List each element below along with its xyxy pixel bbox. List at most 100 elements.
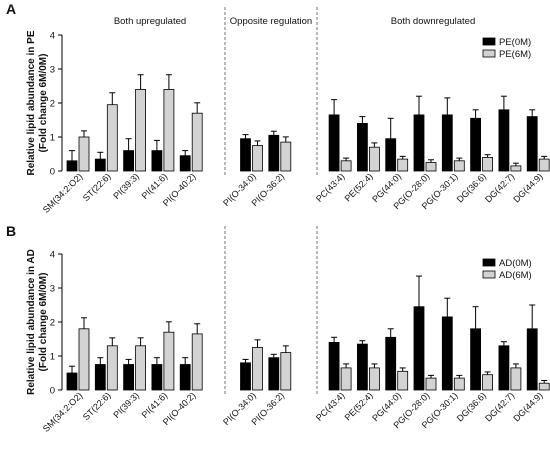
y-tick-label: 1 xyxy=(50,133,55,144)
bar xyxy=(151,364,163,391)
bar xyxy=(240,138,251,172)
legend-swatch xyxy=(482,258,496,267)
x-tick-label: DG(44:9) xyxy=(511,390,544,423)
group-label: Opposite regulation xyxy=(230,16,312,27)
bar xyxy=(510,367,522,391)
bar xyxy=(470,328,482,391)
bar xyxy=(328,114,340,172)
y-tick-label: 1 xyxy=(50,352,55,363)
bar xyxy=(470,117,482,172)
bar xyxy=(538,382,550,391)
x-tick-label: ST(22:6) xyxy=(81,171,113,203)
bar xyxy=(135,345,147,391)
x-tick-label: DG(36:6) xyxy=(455,390,488,423)
x-tick-label: PI(39:3) xyxy=(111,171,141,201)
bar xyxy=(453,377,465,391)
bar xyxy=(151,150,163,172)
bar xyxy=(441,114,453,172)
legend-label: PE(6M) xyxy=(499,49,531,60)
x-tick-label: SM(34:2:O2) xyxy=(41,390,85,434)
legend-label: AD(0M) xyxy=(499,258,532,269)
group-label: Both upregulated xyxy=(114,16,186,27)
bar xyxy=(356,343,368,391)
bar xyxy=(328,341,340,391)
bar xyxy=(66,160,78,172)
panel-letter: B xyxy=(6,223,16,239)
group-label: Both downregulated xyxy=(391,16,476,27)
bar xyxy=(66,372,78,391)
bar xyxy=(482,374,494,391)
x-tick-label: PC(43:4) xyxy=(314,171,347,204)
bar xyxy=(268,357,280,391)
x-tick-label: ST(22:6) xyxy=(81,390,113,422)
legend-swatch xyxy=(482,37,496,46)
bar xyxy=(526,116,538,172)
bar xyxy=(498,109,510,172)
legend-label: AD(6M) xyxy=(499,270,532,281)
bar xyxy=(397,158,409,172)
bar xyxy=(498,345,510,391)
bar xyxy=(340,367,352,391)
legend-swatch xyxy=(482,49,496,58)
y-tick-label: 2 xyxy=(50,318,55,329)
bar xyxy=(368,146,380,172)
y-tick-label: 0 xyxy=(50,167,55,178)
bar xyxy=(413,114,425,172)
bar xyxy=(191,333,203,391)
x-tick-label: DG(42:7) xyxy=(483,171,516,204)
bar xyxy=(252,145,263,172)
y-tick-label: 4 xyxy=(50,250,55,261)
bar xyxy=(356,123,368,172)
bar xyxy=(510,165,522,172)
bar xyxy=(268,134,280,172)
bar xyxy=(163,89,175,172)
bar xyxy=(163,331,175,391)
bar xyxy=(453,160,465,172)
bar xyxy=(179,155,191,172)
bar xyxy=(94,158,106,172)
bar xyxy=(397,370,409,391)
x-tick-label: PC(43:4) xyxy=(314,390,347,423)
y-tick-label: 3 xyxy=(50,284,55,295)
bar xyxy=(425,377,437,391)
bar xyxy=(413,306,425,391)
bar xyxy=(482,156,494,172)
y-axis-title: Relative lipid abundance in PE xyxy=(26,30,37,175)
bar xyxy=(425,162,437,172)
y-axis-title: Relative lipid abundance in AD xyxy=(26,249,37,395)
x-tick-label: SM(34:2:O2) xyxy=(41,171,85,215)
x-tick-label: DG(42:7) xyxy=(483,390,516,423)
y-tick-label: 4 xyxy=(50,31,55,42)
bar xyxy=(123,364,134,391)
bar xyxy=(94,364,106,391)
bar xyxy=(368,367,380,391)
bar xyxy=(240,362,251,391)
bar xyxy=(179,364,191,391)
panel-letter: A xyxy=(6,1,16,17)
legend-swatch xyxy=(482,270,496,279)
bar xyxy=(252,347,263,391)
bar xyxy=(123,150,134,172)
bar xyxy=(106,104,118,172)
x-tick-label: DG(44:9) xyxy=(511,171,544,204)
y-axis-title: (Fold change 6M/0M) xyxy=(38,273,49,372)
x-tick-label: DG(36:6) xyxy=(455,171,488,204)
bar xyxy=(526,328,538,391)
y-tick-label: 0 xyxy=(50,386,55,397)
bar xyxy=(441,316,453,391)
y-tick-label: 2 xyxy=(50,99,55,110)
bar xyxy=(135,89,147,172)
bar xyxy=(280,141,292,172)
bar xyxy=(385,336,397,391)
bar xyxy=(280,352,292,391)
x-tick-label: PE(52:4) xyxy=(343,390,375,422)
bar xyxy=(106,345,118,391)
bar xyxy=(78,328,90,391)
bar xyxy=(78,136,90,172)
bar xyxy=(538,158,550,172)
legend-label: PE(0M) xyxy=(499,37,531,48)
bar xyxy=(340,160,352,172)
y-axis-title: (Fold change 6M/0M) xyxy=(38,54,49,153)
x-tick-label: PI(39:3) xyxy=(111,390,141,420)
